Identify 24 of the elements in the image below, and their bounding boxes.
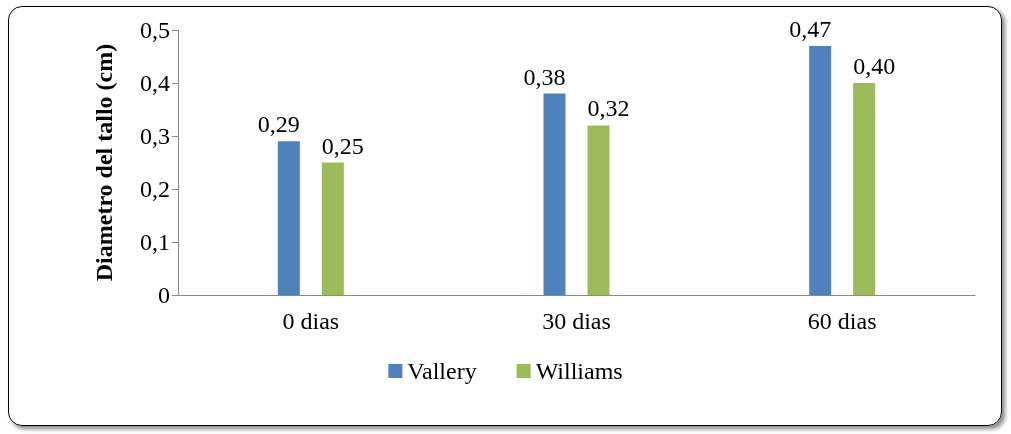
y-tick-label: 0,2	[140, 176, 170, 202]
bar	[543, 93, 566, 295]
legend-label: Vallery	[407, 358, 477, 384]
data-label: 0,32	[587, 95, 630, 122]
y-tick-label: 0,5	[140, 17, 170, 43]
data-label: 0,29	[257, 111, 300, 138]
x-tick-label: 30 dias	[542, 308, 611, 334]
bar	[321, 162, 344, 295]
data-label: 0,47	[789, 15, 832, 42]
data-label: 0,25	[321, 132, 364, 159]
legend-label: Williams	[535, 358, 623, 384]
y-axis-title: Diametro del tallo (cm)	[91, 43, 117, 282]
data-label: 0,40	[853, 53, 896, 79]
y-tick-label: 0	[158, 282, 170, 308]
bar	[809, 45, 832, 295]
y-tick-label: 0,1	[140, 229, 170, 255]
bar	[587, 125, 610, 295]
y-tick-label: 0,4	[140, 70, 170, 96]
bar	[853, 83, 876, 295]
data-label: 0,38	[523, 63, 566, 90]
x-tick-label: 0 dias	[282, 308, 340, 334]
x-tick-label: 60 dias	[807, 308, 877, 334]
y-tick-label: 0,3	[140, 123, 170, 149]
bar	[277, 141, 300, 295]
